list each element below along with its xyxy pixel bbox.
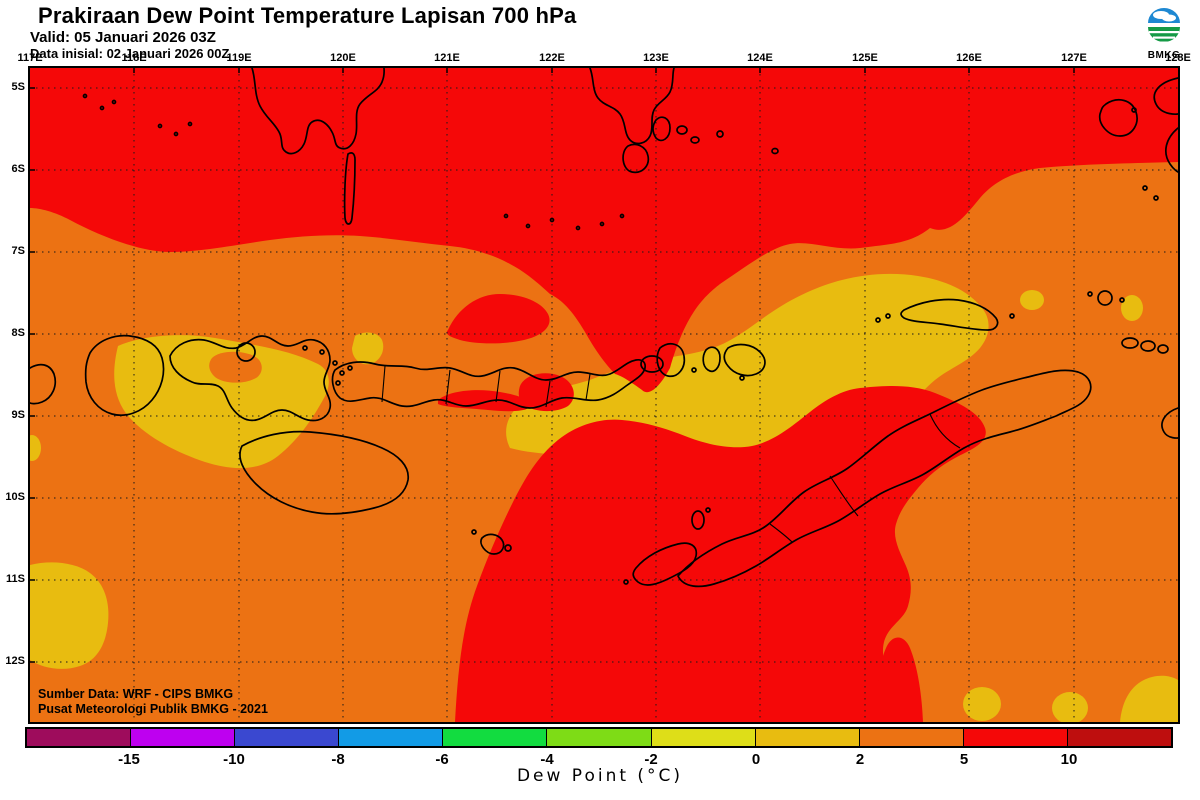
cbar-tick: -2 — [644, 751, 658, 768]
lat-label-11s: 11S — [6, 573, 25, 585]
lat-label-7s: 7S — [11, 245, 25, 257]
lon-label-119e: 119E — [226, 52, 252, 64]
lon-label-117e: 117E — [17, 52, 43, 64]
colorbar-segment — [858, 729, 963, 746]
bmkg-logo-text: BMKG — [1147, 50, 1181, 61]
colorbar-segment — [546, 729, 651, 746]
cbar-tick: 2 — [855, 751, 865, 768]
colorbar-segment — [962, 729, 1067, 746]
lat-label-6s: 6S — [11, 163, 25, 175]
cbar-tick: -10 — [223, 751, 245, 768]
bmkg-logo: BMKG — [1142, 2, 1186, 61]
lon-label-126e: 126E — [956, 52, 982, 64]
lat-label-12s: 12S — [5, 655, 25, 667]
lat-label-9s: 9S — [11, 409, 25, 421]
lat-label-8s: 8S — [11, 327, 25, 339]
init-time-label: Data inisial: 02 Januari 2026 00Z — [30, 46, 230, 61]
colorbar-segment — [650, 729, 755, 746]
colorbar-title: Dew Point (°C) — [516, 766, 684, 786]
colorbar-segment — [338, 729, 443, 746]
lat-label-10s: 10S — [5, 491, 25, 503]
colorbar — [25, 727, 1173, 748]
colorbar-segment — [1066, 729, 1172, 746]
colorbar-segment — [130, 729, 235, 746]
cbar-tick: -6 — [435, 751, 449, 768]
colorbar-segment — [442, 729, 547, 746]
cbar-tick: 5 — [959, 751, 969, 768]
cbar-tick: -4 — [540, 751, 554, 768]
colorbar-segment — [27, 729, 131, 746]
lon-label-122e: 122E — [539, 52, 565, 64]
lon-label-128e: 128E — [1165, 52, 1191, 64]
lon-label-127e: 127E — [1061, 52, 1087, 64]
contour-red-regions — [30, 68, 1178, 722]
contour-map — [23, 67, 1179, 724]
cbar-tick: 0 — [751, 751, 761, 768]
coastlines — [29, 67, 1179, 588]
lon-label-123e: 123E — [643, 52, 669, 64]
admin-borders — [381, 365, 961, 543]
cbar-tick: -8 — [331, 751, 345, 768]
lon-label-120e: 120E — [330, 52, 356, 64]
axis-ticks — [30, 68, 1075, 663]
publisher-label: Pusat Meteorologi Publik BMKG - 2021 — [38, 702, 268, 716]
page-title: Prakiraan Dew Point Temperature Lapisan … — [38, 3, 577, 28]
cbar-tick: 10 — [1060, 751, 1078, 768]
cbar-tick: -15 — [118, 751, 140, 768]
colorbar-segment — [234, 729, 339, 746]
lat-label-5s: 5S — [11, 81, 25, 93]
colorbar-segment — [754, 729, 859, 746]
lon-label-124e: 124E — [747, 52, 773, 64]
valid-time-label: Valid: 05 Januari 2026 03Z — [30, 29, 216, 46]
graticule — [30, 68, 1178, 722]
map-canvas — [23, 66, 1180, 724]
lon-label-125e: 125E — [852, 52, 878, 64]
bmkg-logo-icon — [1148, 8, 1180, 44]
source-data-label: Sumber Data: WRF - CIPS BMKG — [38, 687, 234, 701]
lon-label-118e: 118E — [121, 52, 147, 64]
lon-label-121e: 121E — [434, 52, 460, 64]
